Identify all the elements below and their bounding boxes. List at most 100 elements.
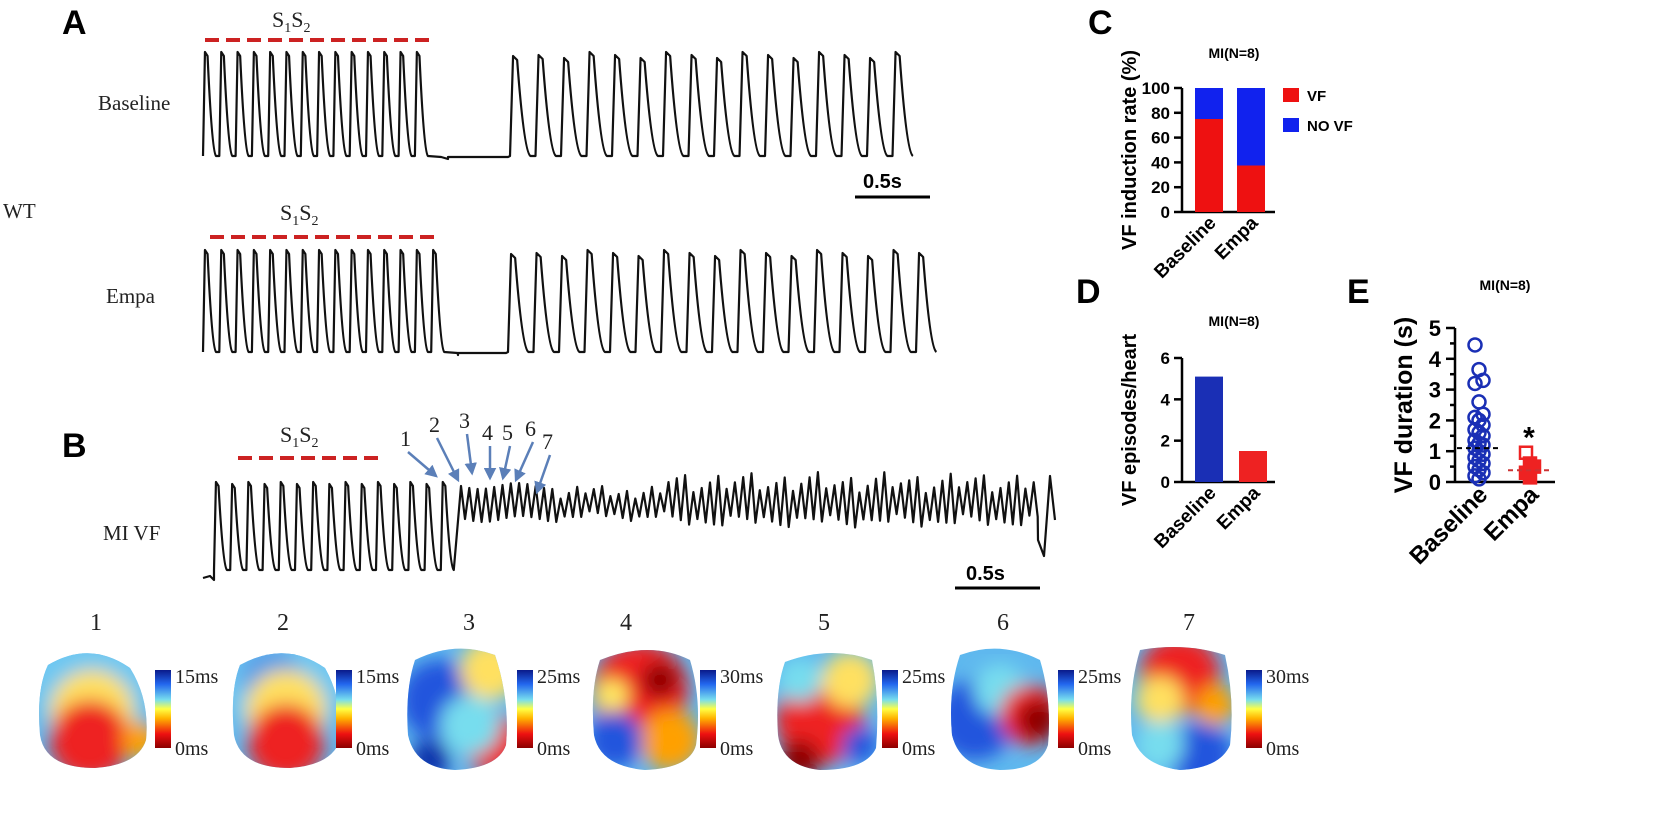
panel-letter-d: D <box>1076 273 1101 311</box>
color-scale-min-7: 0ms <box>1266 738 1300 760</box>
panel-letter-a: A <box>62 4 87 42</box>
baseline-trace-label: Baseline <box>98 91 170 115</box>
chart-d-ytick: 2 <box>1161 432 1170 451</box>
chart-e-point-baseline <box>1471 394 1487 410</box>
activation-map-1: 1 15ms 0ms <box>39 610 219 768</box>
chart-c-ytick: 60 <box>1151 129 1170 148</box>
chart-c-bar-baseline-vf <box>1195 119 1223 212</box>
map-number-3: 3 <box>463 610 475 636</box>
chart-d-ytick: 4 <box>1161 390 1171 409</box>
panel-letter-c: C <box>1088 4 1113 42</box>
chart-d-ytick: 0 <box>1161 473 1170 492</box>
chart-c-bar-baseline-no-vf <box>1195 88 1223 119</box>
activation-map-4: 4 30ms 0ms <box>592 610 764 770</box>
panel-b: MI VF S1S2 12 3 4 5 67 0.5s <box>103 408 1057 590</box>
color-scale-min-5: 0ms <box>902 738 936 760</box>
map-number-4: 4 <box>620 610 632 636</box>
chart-c-legend-label-1: NO VF <box>1307 118 1353 135</box>
chart-e-point-baseline <box>1475 372 1491 389</box>
activation-map-2: 2 15ms 0ms <box>232 610 400 768</box>
panel-letter-e: E <box>1347 273 1370 311</box>
chart-e-ytick: 0 <box>1429 470 1441 495</box>
color-scale-max-4: 30ms <box>720 666 764 688</box>
chart-e-ytick: 4 <box>1429 347 1442 372</box>
chart-e-point-baseline <box>1475 428 1491 444</box>
chart-c-legend-swatch-1 <box>1283 118 1299 132</box>
color-scale-6 <box>1058 670 1074 748</box>
activation-map-6: 6 25ms 0ms <box>951 610 1122 770</box>
vf-arrow-5 <box>499 445 512 481</box>
chart-d-xtick-empa: Empa <box>1213 482 1265 534</box>
scale-bar-a-label: 0.5s <box>863 171 902 193</box>
chart-d-ytick: 6 <box>1161 349 1170 368</box>
mi-vf-optical-trace <box>202 470 1057 582</box>
color-scale-7 <box>1246 670 1262 748</box>
chart-e-point-baseline <box>1467 337 1483 353</box>
chart-e-significance: * <box>1523 422 1535 455</box>
color-scale-min-4: 0ms <box>720 738 754 760</box>
protocol-label-empa: S1S2 <box>280 200 319 229</box>
protocol-label-baseline: S1S2 <box>272 7 311 36</box>
chart-e-point-empa <box>1522 470 1538 485</box>
activation-maps: 1 15ms 0ms 2 15ms 0ms 3 25ms 0ms 4 30ms 0ms 5 25ms 0ms… <box>39 610 1310 770</box>
vf-arrow-label-4: 4 <box>482 420 493 445</box>
chart-e-ylabel: VF duration (s) <box>1390 317 1418 493</box>
vf-arrow-7 <box>534 454 552 495</box>
empa-trace-label: Empa <box>106 284 156 308</box>
panel-letter-b: B <box>62 427 87 465</box>
color-scale-2 <box>336 670 352 748</box>
map-number-7: 7 <box>1183 610 1195 636</box>
chart-e-point-baseline <box>1467 375 1483 392</box>
vf-arrow-label-6: 6 <box>525 416 536 441</box>
chart-e-point-baseline <box>1471 471 1487 487</box>
activation-map-3: 3 25ms 0ms <box>407 610 581 770</box>
chart-d-title: MI(N=8) <box>1209 313 1260 329</box>
map-number-2: 2 <box>277 610 289 636</box>
protocol-label-mi: S1S2 <box>280 422 319 451</box>
vf-arrow-label-3: 3 <box>459 408 470 433</box>
color-scale-max-7: 30ms <box>1266 666 1310 688</box>
mi-vf-label: MI VF <box>103 521 160 545</box>
chart-c-ytick: 0 <box>1161 203 1170 222</box>
chart-c: 0 20 40 60 80 100 MI(N=8) VF induction rate (%)… <box>1119 45 1353 283</box>
scale-bar-b-label: 0.5s <box>966 563 1005 585</box>
color-scale-5 <box>882 670 898 748</box>
vf-arrow-2 <box>435 437 460 483</box>
color-scale-1 <box>155 670 171 748</box>
chart-c-bar-empa-no-vf <box>1237 88 1265 166</box>
chart-e-ytick: 2 <box>1429 408 1441 433</box>
chart-e-title: MI(N=8) <box>1480 277 1531 293</box>
chart-c-ylabel: VF induction rate (%) <box>1119 50 1141 250</box>
chart-c-xtick-empa: Empa <box>1211 212 1263 264</box>
chart-e-point-baseline <box>1475 417 1491 433</box>
chart-e-ytick: 1 <box>1429 439 1441 464</box>
activation-map-7: 7 30ms 0ms <box>1131 610 1310 770</box>
vf-arrow-annotations: 12 3 4 5 67 <box>400 408 553 495</box>
chart-c-ytick: 40 <box>1151 153 1170 172</box>
chart-d-ylabel: VF episodes/heart <box>1119 334 1141 507</box>
chart-c-title: MI(N=8) <box>1209 45 1260 61</box>
activation-map-5: 5 25ms 0ms <box>777 610 946 770</box>
chart-e-ytick: 3 <box>1429 378 1441 403</box>
vf-arrow-label-2: 2 <box>429 412 440 437</box>
color-scale-max-1: 15ms <box>175 666 219 688</box>
vf-arrow-1 <box>407 451 438 478</box>
chart-e-ytick: 5 <box>1429 316 1441 341</box>
empa-optical-trace <box>201 248 938 357</box>
map-number-5: 5 <box>818 610 830 636</box>
color-scale-min-6: 0ms <box>1078 738 1112 760</box>
map-number-6: 6 <box>997 610 1009 636</box>
wt-label: WT <box>3 199 36 223</box>
color-scale-max-3: 25ms <box>537 666 581 688</box>
map-number-1: 1 <box>90 610 102 636</box>
vf-arrow-3 <box>464 433 477 476</box>
chart-c-ytick: 80 <box>1151 104 1170 123</box>
chart-c-xtick-baseline: Baseline <box>1150 213 1220 283</box>
chart-c-legend-label-0: VF <box>1307 88 1326 105</box>
color-scale-max-5: 25ms <box>902 666 946 688</box>
color-scale-3 <box>517 670 533 748</box>
color-scale-4 <box>700 670 716 748</box>
chart-c-ytick: 100 <box>1142 79 1170 98</box>
